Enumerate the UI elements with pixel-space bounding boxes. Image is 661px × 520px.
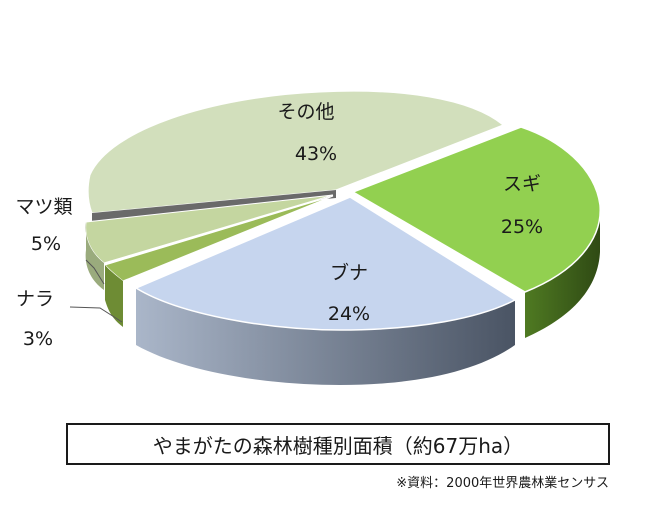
value-buna: 24% bbox=[328, 303, 370, 325]
label-matsu: マツ類 bbox=[15, 196, 72, 218]
value-sonota: 43% bbox=[295, 143, 337, 165]
slice-buna bbox=[134, 196, 517, 331]
leader-nara bbox=[69, 306, 123, 323]
slice-sugi-side bbox=[525, 210, 600, 338]
value-nara: 3% bbox=[23, 328, 53, 350]
slice-sonota-side bbox=[92, 190, 336, 221]
value-matsu: 5% bbox=[31, 233, 61, 255]
slice-sonota bbox=[87, 90, 504, 214]
label-sugi: スギ bbox=[503, 173, 541, 195]
slice-sugi bbox=[351, 126, 601, 293]
chart-title: やまがたの森林樹種別面積（約67万ha） bbox=[66, 423, 610, 465]
slice-buna-side bbox=[136, 288, 515, 385]
label-sonota: その他 bbox=[277, 101, 334, 123]
slice-matsu-side bbox=[85, 222, 104, 290]
pie-chart: その他 43% スギ 25% ブナ 24% マツ類 5% ナラ 3% bbox=[15, 90, 601, 385]
label-buna: ブナ bbox=[330, 261, 368, 284]
value-sugi: 25% bbox=[501, 216, 543, 238]
slice-nara-side bbox=[105, 265, 123, 327]
label-nara: ナラ bbox=[16, 288, 54, 310]
source-note: ※資料：2000年世界農林業センサス bbox=[396, 476, 609, 491]
leader-matsu bbox=[85, 259, 105, 285]
